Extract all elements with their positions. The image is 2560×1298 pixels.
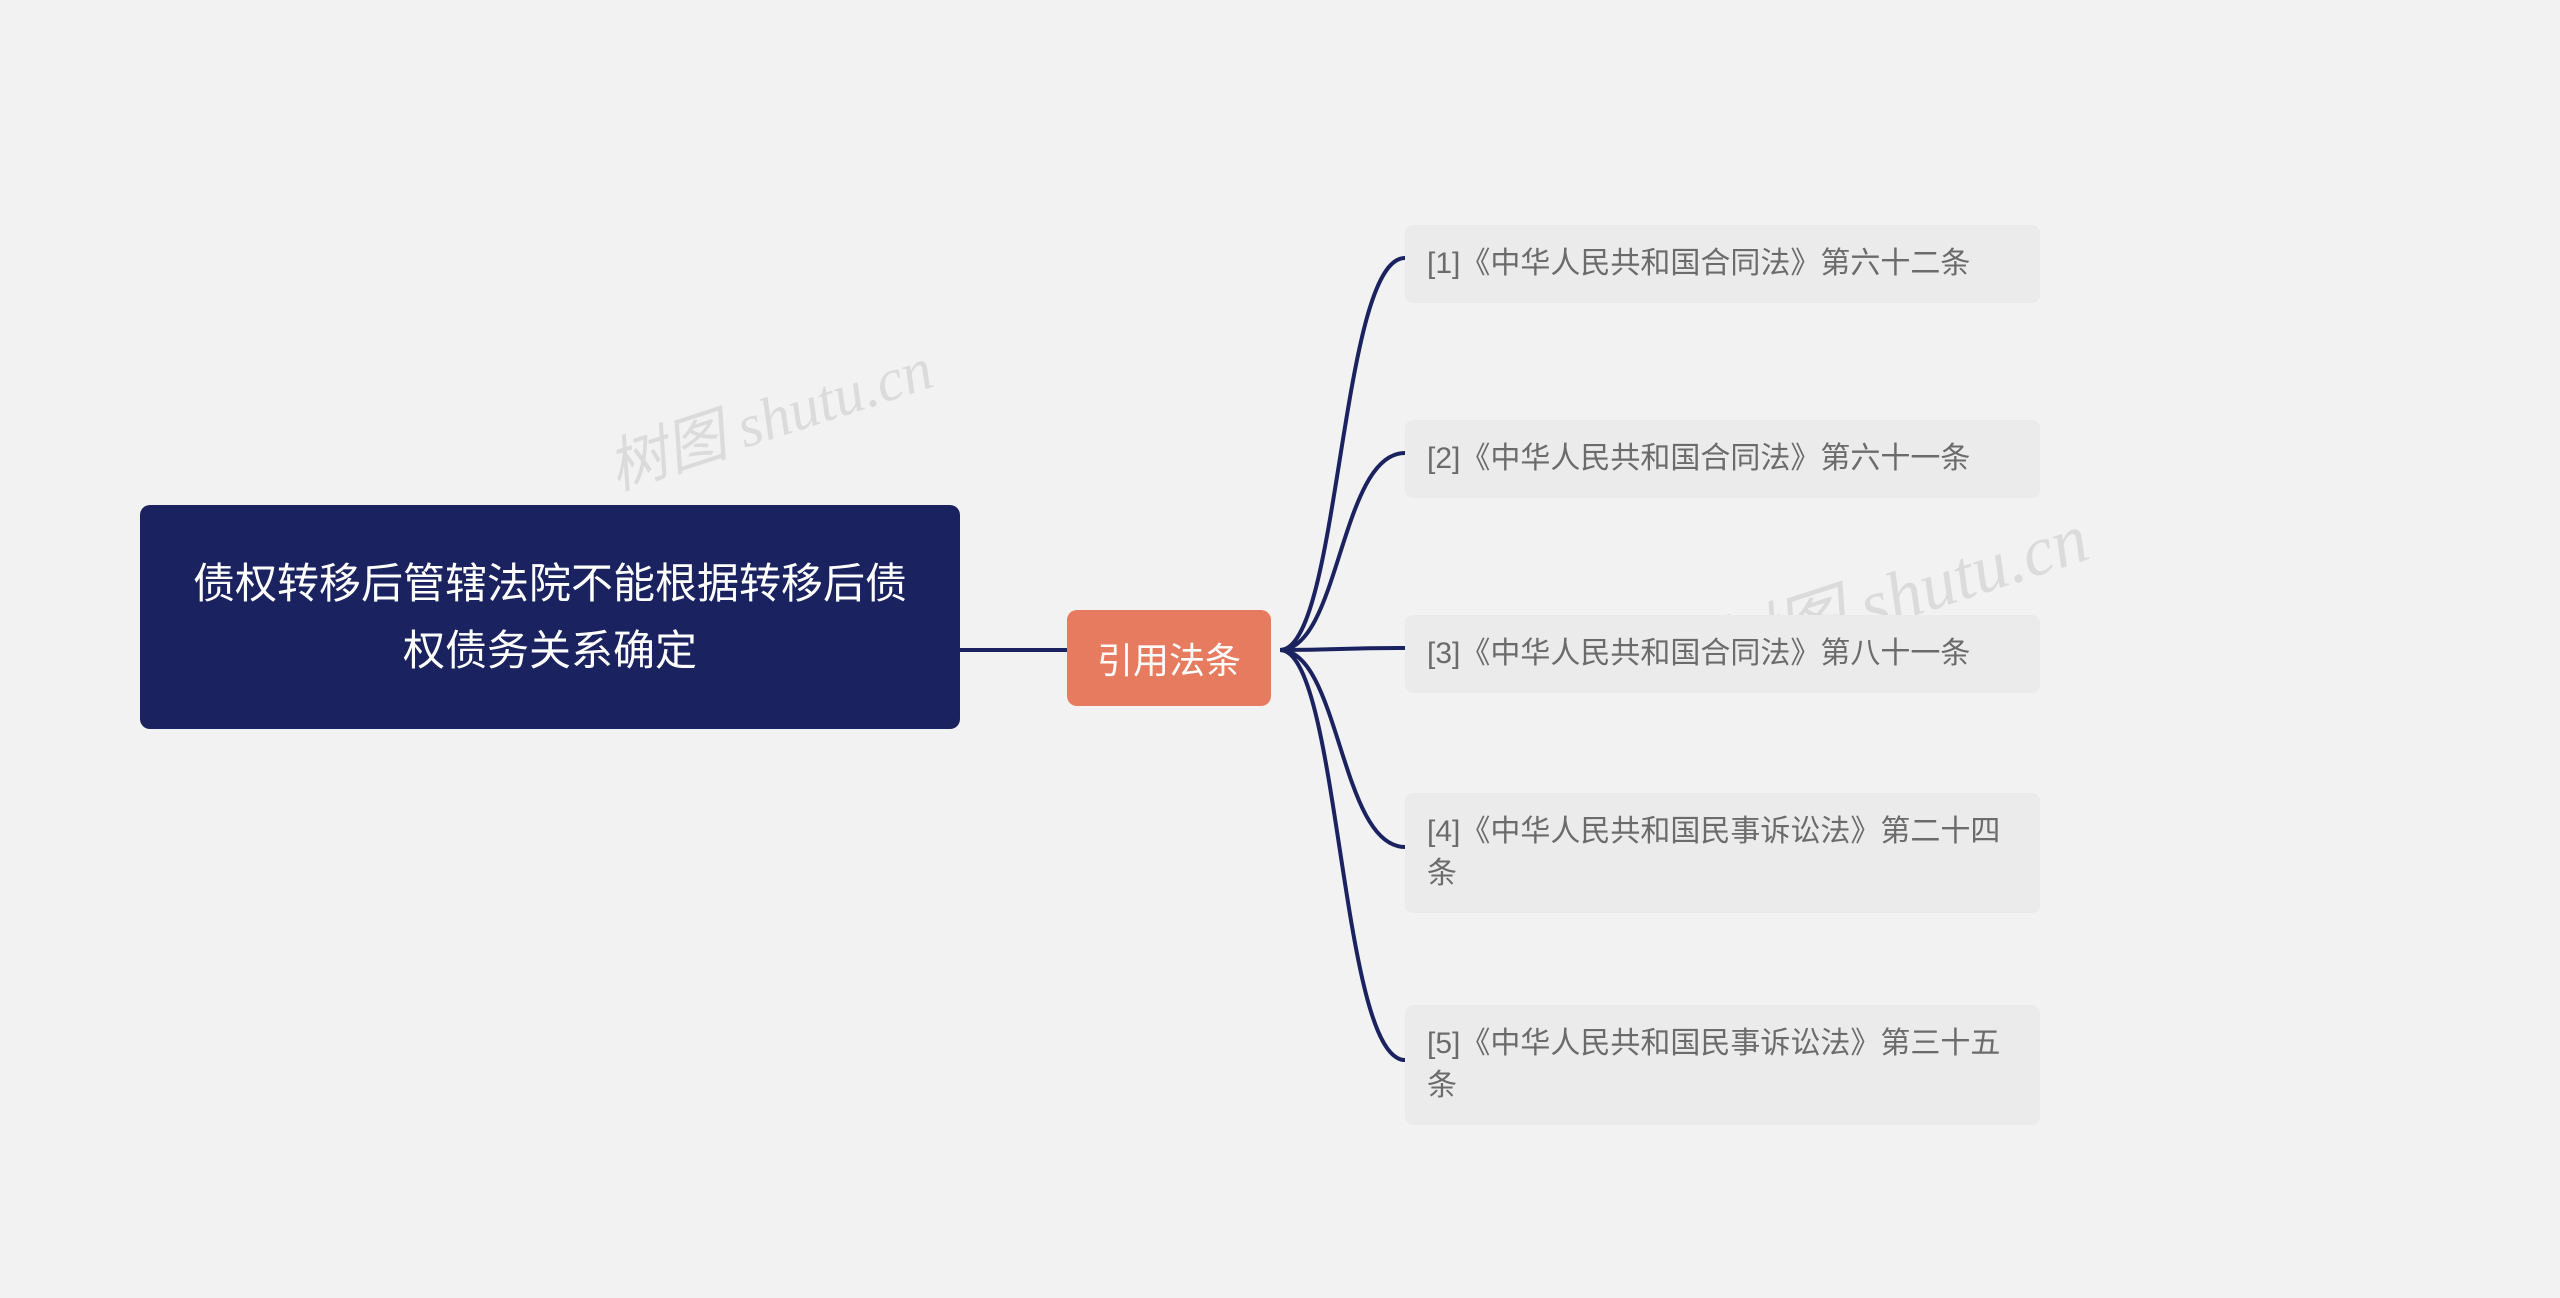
root-node: 债权转移后管辖法院不能根据转移后债权债务关系确定 bbox=[140, 505, 960, 729]
leaf-node-5: [5]《中华人民共和国民事诉讼法》第三十五条 bbox=[1405, 1005, 2040, 1125]
root-text: 债权转移后管辖法院不能根据转移后债权债务关系确定 bbox=[193, 560, 907, 674]
leaf-node-3: [3]《中华人民共和国合同法》第八十一条 bbox=[1405, 615, 2040, 693]
leaf-node-4: [4]《中华人民共和国民事诉讼法》第二十四条 bbox=[1405, 793, 2040, 913]
watermark-1: 树图 shutu.cn bbox=[595, 320, 942, 507]
leaf-node-2: [2]《中华人民共和国合同法》第六十一条 bbox=[1405, 420, 2040, 498]
leaf-text: [2]《中华人民共和国合同法》第六十一条 bbox=[1427, 442, 1970, 475]
mid-node: 引用法条 bbox=[1067, 610, 1271, 706]
leaf-text: [4]《中华人民共和国民事诉讼法》第二十四条 bbox=[1427, 815, 2000, 890]
leaf-text: [5]《中华人民共和国民事诉讼法》第三十五条 bbox=[1427, 1027, 2000, 1102]
mid-text: 引用法条 bbox=[1097, 640, 1241, 681]
leaf-node-1: [1]《中华人民共和国合同法》第六十二条 bbox=[1405, 225, 2040, 303]
leaf-text: [1]《中华人民共和国合同法》第六十二条 bbox=[1427, 247, 1970, 280]
leaf-text: [3]《中华人民共和国合同法》第八十一条 bbox=[1427, 637, 1970, 670]
mindmap-canvas: 树图 shutu.cn 树图 shutu.cn 债权转移后管辖法院不能根据转移后… bbox=[0, 0, 2560, 1298]
